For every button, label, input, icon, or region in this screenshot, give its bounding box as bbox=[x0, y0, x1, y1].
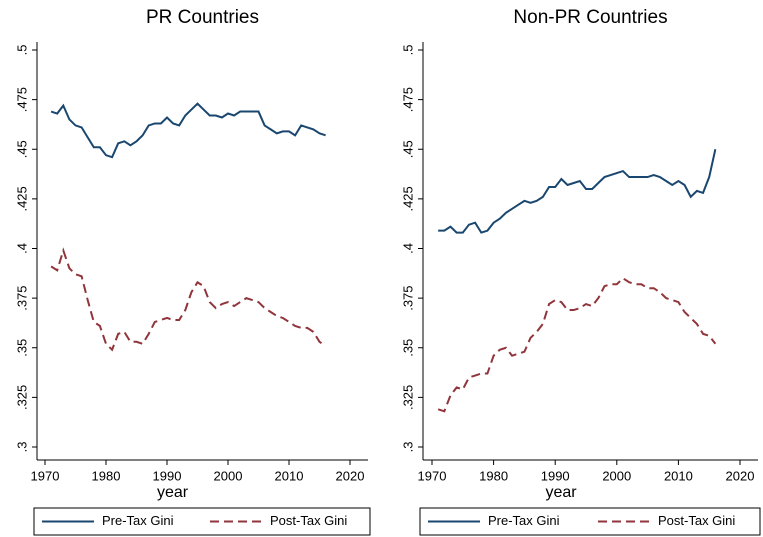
y-tick-label: .35 bbox=[14, 339, 29, 357]
y-tick-label: .5 bbox=[14, 45, 29, 56]
y-tick-label: .325 bbox=[400, 385, 415, 410]
y-tick-label: .3 bbox=[400, 442, 415, 453]
chart-title: PR Countries bbox=[146, 7, 259, 28]
y-tick-label: .45 bbox=[14, 140, 29, 158]
x-tick-label: 1970 bbox=[31, 468, 60, 483]
legend-label: Pre-Tax Gini bbox=[102, 513, 174, 528]
x-tick-label: 2010 bbox=[275, 468, 304, 483]
data-line bbox=[438, 149, 717, 234]
data-line bbox=[437, 276, 717, 413]
y-tick-label: .425 bbox=[14, 186, 29, 211]
x-tick-label: 2020 bbox=[726, 468, 755, 483]
data-line bbox=[50, 102, 326, 159]
x-tick-label: 2020 bbox=[336, 468, 365, 483]
x-tick-label: 1980 bbox=[92, 468, 121, 483]
x-tick-label: 2010 bbox=[664, 468, 693, 483]
y-tick-label: .375 bbox=[14, 285, 29, 310]
y-tick-label: .5 bbox=[400, 45, 415, 56]
legend-label: Post-Tax Gini bbox=[658, 513, 735, 528]
x-tick-label: 2000 bbox=[214, 468, 243, 483]
y-tick-label: .475 bbox=[400, 87, 415, 112]
x-axis-label: year bbox=[545, 484, 577, 501]
data-line bbox=[50, 247, 327, 352]
y-tick-label: .4 bbox=[400, 243, 415, 254]
x-tick-label: 1990 bbox=[541, 468, 570, 483]
x-tick-label: 1990 bbox=[153, 468, 182, 483]
y-tick-label: .425 bbox=[400, 186, 415, 211]
legend-label: Pre-Tax Gini bbox=[488, 513, 560, 528]
y-tick-label: .3 bbox=[14, 442, 29, 453]
y-tick-label: .325 bbox=[14, 385, 29, 410]
chart-title: Non-PR Countries bbox=[513, 7, 667, 28]
x-tick-label: 1970 bbox=[418, 468, 447, 483]
legend-label: Post-Tax Gini bbox=[270, 513, 347, 528]
y-tick-label: .35 bbox=[400, 339, 415, 357]
x-tick-label: 1980 bbox=[479, 468, 508, 483]
y-tick-label: .45 bbox=[400, 140, 415, 158]
y-tick-label: .475 bbox=[14, 87, 29, 112]
y-tick-label: .375 bbox=[400, 285, 415, 310]
x-axis-label: year bbox=[157, 484, 189, 501]
x-tick-label: 2000 bbox=[602, 468, 631, 483]
y-tick-label: .4 bbox=[14, 243, 29, 254]
